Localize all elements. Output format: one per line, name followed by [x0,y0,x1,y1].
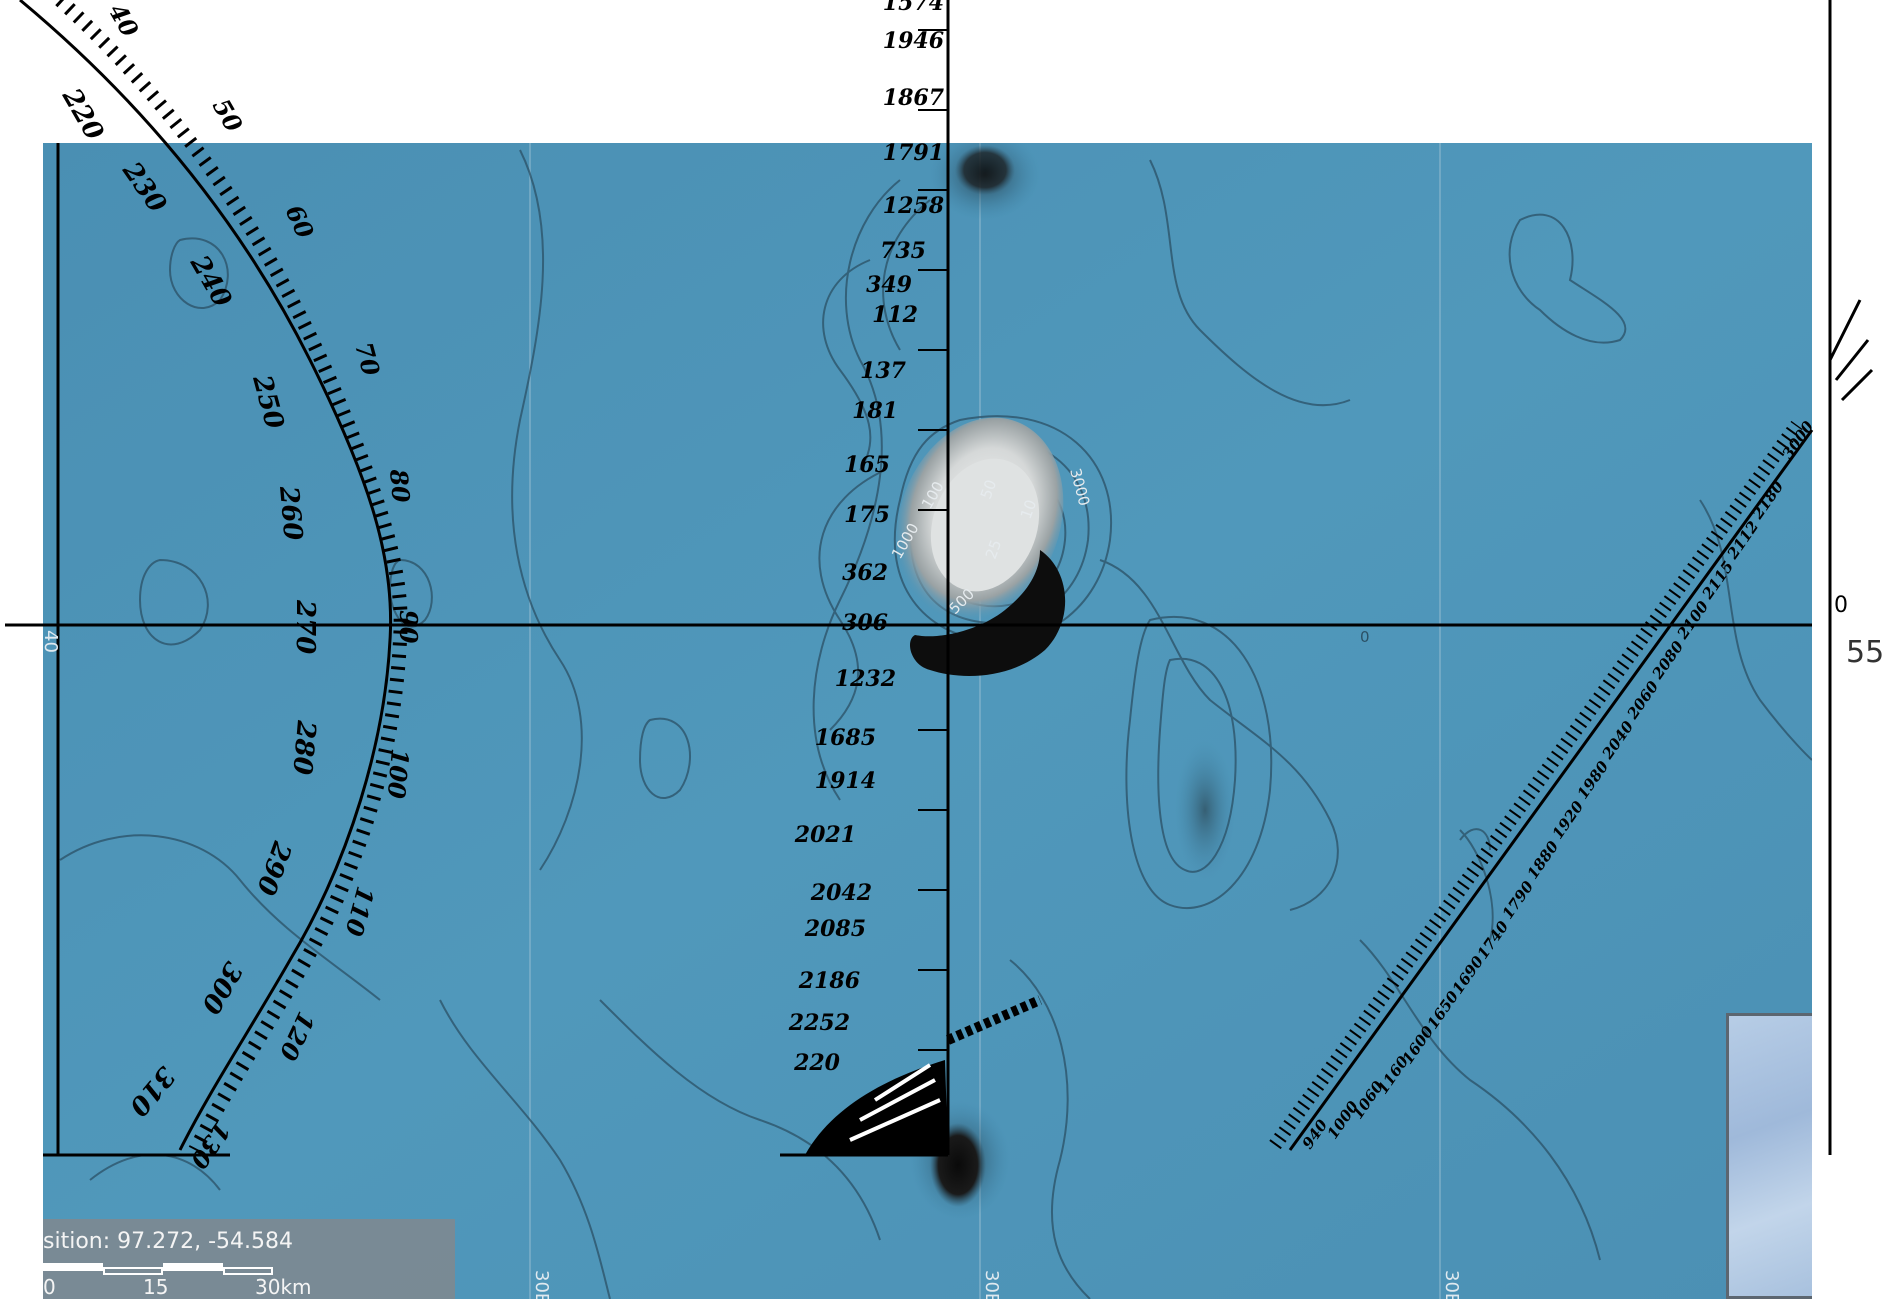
position-readout: sition: 97.272, -54.584 [43,1229,294,1254]
sounding: 2085 [804,916,866,942]
contour-label-25: 25 [982,537,1005,561]
rose-inner-label: 80 [384,467,416,504]
grid-labels: 30E 30E 30E 40 [40,630,1462,1299]
sounding: 1232 [835,666,896,692]
grid-label-bottom-1: 30E [531,1270,552,1299]
vertical-ticks [918,29,948,1051]
rose-outer-label: 280 [286,718,321,776]
sounding: 1574 [883,0,944,16]
sounding: 349 [866,272,912,298]
right-edge-marks: 0 55 [1828,299,1884,670]
sounding: 175 [844,502,890,528]
relief-shadow-north [955,145,1015,195]
sounding: 1914 [815,768,876,794]
sounding: 220 [793,1050,841,1076]
sounding: 2252 [788,1010,850,1036]
right-edge-partial-label: 0 [1834,593,1848,618]
rose-outer-label: 270 [290,599,320,654]
scale-segment [223,1267,273,1275]
seamount-east [1175,740,1235,880]
sounding-cluster [805,995,1042,1155]
chart-frame [5,0,1832,1157]
contour-label-50: 50 [977,477,1000,501]
soundings-vertical: 1574 1946 1867 1791 1258 735 349 112 137… [788,0,945,1076]
sounding: 1867 [883,85,945,111]
rose-outer-label: 260 [273,484,308,542]
scale-label-15: 15 [143,1275,169,1299]
paper-left [0,0,43,1155]
scale-label-0: 0 [43,1275,56,1299]
right-edge-label: 55 [1846,635,1884,670]
sounding: 112 [872,302,918,328]
paper-right [1812,0,1884,1299]
sounding: 2042 [810,880,872,906]
island-core [930,458,1040,592]
overview-inset-map[interactable] [1726,1013,1812,1299]
paper-top [0,0,1884,143]
scale-segment [163,1263,223,1271]
sounding: 1791 [883,140,944,166]
contour-label-0: 0 [1360,628,1370,646]
sounding: 735 [880,238,926,264]
sounding: 181 [852,398,898,424]
sounding: 165 [844,452,890,478]
scale-label-30km: 30km [255,1275,312,1299]
scale-segment [103,1267,163,1275]
rose-inner-label: 100 [382,747,415,800]
sounding: 2186 [798,968,860,994]
grid-label-left: 40 [40,630,61,653]
sounding: 1946 [883,28,944,54]
contour-label-10: 10 [1017,497,1040,521]
sounding: 362 [842,560,888,586]
grid-label-bottom-3: 30E [1441,1270,1462,1299]
sounding: 1258 [883,193,944,219]
sounding: 137 [860,358,907,384]
grid-label-bottom-2: 30E [981,1270,1002,1299]
sounding: 306 [842,610,888,636]
scale-bar-icon [43,1263,273,1275]
sounding: 2021 [794,822,856,848]
scale-segment [43,1263,103,1271]
position-readout-panel: sition: 97.272, -54.584 0 15 30km [43,1219,455,1299]
rose-inner-label: 90 [394,610,423,644]
sounding: 1685 [815,725,876,751]
